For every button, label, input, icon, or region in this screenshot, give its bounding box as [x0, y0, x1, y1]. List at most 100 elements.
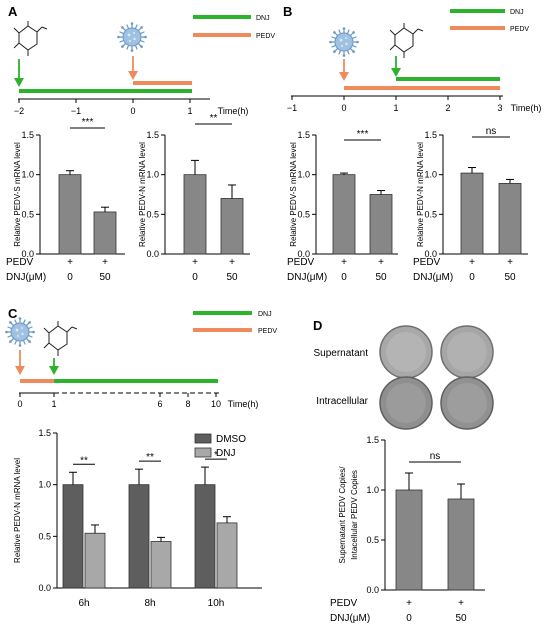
chart-a-pedv-s: 0.0 0.5 1.0 1.5 Relative PEDV-S mRNA level **…	[13, 117, 125, 259]
y-tick-label: 1.0	[21, 170, 34, 180]
y-tick-label: 1.0	[424, 170, 437, 180]
time-tick-label: −2	[14, 106, 24, 116]
conditions-a: PEDV DNJ(μM) + + 0 50 + + 0 50	[6, 257, 238, 283]
pedv-arrowhead	[128, 71, 138, 80]
y-tick-label: 0.5	[21, 209, 34, 219]
y-tick-label: 0.0	[297, 249, 310, 259]
pedv-arrowhead	[339, 72, 349, 81]
bar	[84, 532, 106, 589]
pedv-row-label: PEDV	[413, 257, 441, 268]
legend-label-pedv: PEDV	[258, 328, 277, 335]
dnj-row-label: DNJ(μM)	[287, 272, 327, 283]
timeline-b: −1 0 1 2 3 Time(h)	[287, 22, 541, 113]
time-tick-label: 8	[185, 399, 190, 409]
y-tick-label: 1.5	[38, 428, 51, 438]
legend-label: DNJ	[216, 448, 235, 459]
time-ticks	[291, 96, 501, 100]
bar	[498, 182, 522, 255]
time-ticks	[19, 393, 217, 397]
timeline-c: 0 1 6 8 10 Time(h)	[4, 316, 258, 409]
y-tick-label: 0.5	[366, 535, 379, 545]
dnj-arrowhead	[49, 366, 59, 375]
panel-label-b: B	[283, 4, 292, 19]
time-tick-label: 1	[393, 103, 398, 113]
legend-swatch	[194, 447, 212, 458]
plus-sign: +	[341, 257, 347, 268]
time-tick-label: 1	[187, 106, 192, 116]
dose-label: 0	[341, 272, 347, 283]
virus-icon	[116, 21, 148, 53]
dose-label: 50	[226, 272, 238, 283]
legend-a: DNJ PEDV	[193, 15, 275, 40]
y-tick-label: 1.5	[424, 130, 437, 140]
pedv-row-label: PEDV	[6, 257, 34, 268]
pedv-row-label: PEDV	[330, 598, 358, 609]
y-tick-label: 1.5	[21, 130, 34, 140]
bar	[128, 484, 150, 589]
plaque-image-supernatant-0	[379, 325, 433, 379]
dose-label: 50	[99, 272, 111, 283]
time-tick-label: 1	[51, 399, 56, 409]
y-tick-label: 0.5	[297, 209, 310, 219]
dose-label: 50	[504, 272, 516, 283]
legend-label-pedv: PEDV	[256, 33, 275, 40]
row-label-supernatant: Supernatant	[314, 348, 369, 359]
dnj-molecule-icon	[13, 20, 48, 57]
plus-sign: +	[458, 598, 464, 609]
timeline-a: −2 −1 0 1 Time(h)	[13, 20, 249, 116]
dose-label: 0	[67, 272, 73, 283]
significance-label: **	[210, 113, 218, 124]
y-axis-label: Relative PEDV-S mRNA level	[13, 142, 22, 247]
bar	[460, 172, 484, 255]
chart-c-time-course: 0.0 0.5 1.0 1.5 Relative PEDV-N mRNA level 6h…	[13, 428, 262, 609]
panel-d-images: Supernatant Intracellular	[314, 325, 494, 430]
time-tick-label: 6	[157, 399, 162, 409]
dose-label: 50	[455, 613, 467, 624]
virus-icon	[328, 26, 360, 58]
dnj-row-label: DNJ(μM)	[6, 272, 46, 283]
time-tick-label: 0	[17, 399, 22, 409]
panel-label-c: C	[8, 306, 18, 321]
panel-label-a: A	[8, 4, 18, 19]
plus-sign: +	[192, 257, 198, 268]
significance-label: *	[214, 450, 218, 461]
y-axis-label: Relative PEDV-N mRNA level	[416, 142, 425, 247]
x-tick-label: 10h	[208, 598, 225, 609]
plaque-image-intracellular-50	[440, 376, 494, 430]
significance-label: ns	[430, 451, 441, 462]
bar	[58, 174, 82, 255]
y-tick-label: 0.0	[38, 583, 51, 593]
time-tick-label: 10	[211, 399, 221, 409]
legend-swatch	[194, 433, 212, 444]
y-axis-label: Relative PEDV-N mRNA level	[13, 458, 22, 563]
bar	[183, 174, 207, 255]
time-axis-unit: Time(h)	[218, 106, 249, 116]
dose-label: 0	[406, 613, 412, 624]
significance-label: ***	[357, 129, 369, 140]
significance-label: **	[80, 455, 88, 466]
time-tick-label: 0	[130, 106, 135, 116]
plus-sign: +	[102, 257, 108, 268]
pedv-arrowhead	[15, 366, 25, 375]
legend-label-dnj: DNJ	[258, 311, 272, 318]
dnj-molecule-icon	[43, 320, 78, 357]
y-tick-label: 1.0	[366, 485, 379, 495]
bar	[369, 194, 393, 255]
y-tick-label: 1.5	[146, 130, 159, 140]
plaque-image-intracellular-0	[379, 376, 433, 430]
plus-sign: +	[469, 257, 475, 268]
time-tick-label: 0	[341, 103, 346, 113]
legend-b: DNJ PEDV	[450, 9, 529, 33]
time-ticks	[18, 99, 191, 103]
y-tick-label: 1.5	[297, 130, 310, 140]
dose-label: 0	[469, 272, 475, 283]
bar	[395, 489, 423, 591]
significance-label: **	[146, 452, 154, 463]
chart-b-pedv-n: 0.0 0.5 1.0 1.5 Relative PEDV-N mRNA level ns	[416, 126, 528, 259]
virus-icon	[4, 316, 36, 348]
bar	[220, 198, 244, 255]
legend-label-dnj: DNJ	[256, 15, 270, 22]
y-tick-label: 0.0	[146, 249, 159, 259]
dnj-row-label: DNJ(μM)	[330, 613, 370, 624]
time-tick-label: −1	[71, 106, 81, 116]
